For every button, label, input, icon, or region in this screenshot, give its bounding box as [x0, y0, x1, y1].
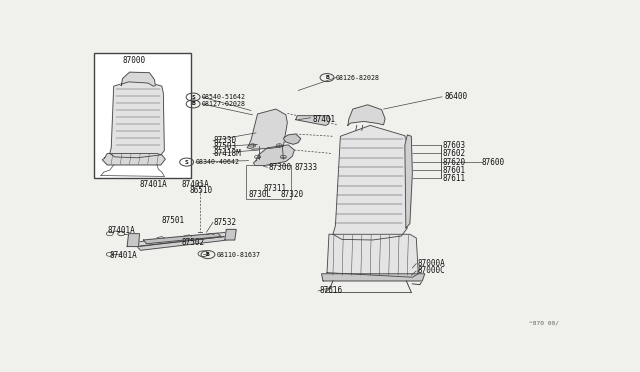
Text: 87401A: 87401A: [108, 226, 135, 235]
Text: 08340-40642: 08340-40642: [196, 159, 239, 165]
Bar: [246, 165, 291, 199]
Polygon shape: [253, 145, 294, 166]
Text: 87000: 87000: [122, 56, 145, 65]
Text: S: S: [191, 94, 195, 100]
Polygon shape: [321, 274, 425, 281]
Polygon shape: [137, 237, 228, 250]
Polygon shape: [333, 125, 408, 240]
Text: 87601: 87601: [442, 166, 465, 174]
Text: B: B: [325, 75, 329, 80]
Text: ^870 00/: ^870 00/: [529, 321, 559, 326]
Polygon shape: [121, 72, 156, 86]
Text: 87418M: 87418M: [214, 149, 242, 158]
Bar: [94, 53, 191, 178]
Text: B: B: [191, 102, 195, 106]
Polygon shape: [247, 109, 287, 149]
Text: 87603: 87603: [442, 141, 465, 150]
Text: 87300: 87300: [269, 163, 292, 172]
Text: 87501: 87501: [162, 216, 185, 225]
Text: 87401A: 87401A: [110, 251, 138, 260]
Text: 87503: 87503: [214, 142, 237, 151]
Polygon shape: [327, 234, 419, 277]
Text: 87600: 87600: [482, 158, 505, 167]
Text: 87401A: 87401A: [140, 180, 167, 189]
Polygon shape: [127, 234, 140, 247]
Text: 87611: 87611: [442, 174, 465, 183]
Polygon shape: [225, 230, 236, 240]
Text: 08127-02028: 08127-02028: [202, 101, 246, 107]
Text: S: S: [185, 160, 189, 164]
Text: 87502: 87502: [182, 238, 205, 247]
Text: 87000C: 87000C: [417, 266, 445, 275]
Polygon shape: [405, 135, 412, 228]
Text: 87532: 87532: [214, 218, 237, 227]
Text: 86400: 86400: [445, 92, 468, 101]
Text: 08126-82028: 08126-82028: [336, 74, 380, 81]
Polygon shape: [296, 116, 330, 125]
Text: 87602: 87602: [442, 149, 465, 158]
Polygon shape: [102, 154, 165, 165]
Text: 87311: 87311: [264, 184, 287, 193]
Text: 87401A: 87401A: [182, 180, 209, 189]
Polygon shape: [143, 233, 221, 244]
Text: 87000A: 87000A: [417, 259, 445, 268]
Text: 08110-81637: 08110-81637: [217, 251, 261, 257]
Polygon shape: [348, 105, 385, 125]
Text: 87620: 87620: [442, 158, 465, 167]
Text: B: B: [206, 252, 210, 257]
Polygon shape: [284, 134, 301, 144]
Text: 87616: 87616: [319, 286, 342, 295]
Polygon shape: [110, 79, 164, 158]
Polygon shape: [134, 232, 230, 247]
Text: 87401: 87401: [312, 115, 335, 124]
Text: 86510: 86510: [189, 186, 212, 195]
Text: 87333: 87333: [295, 163, 318, 172]
Text: 08540-51642: 08540-51642: [202, 94, 246, 100]
Text: 8730L: 8730L: [249, 190, 272, 199]
Text: 87320: 87320: [281, 190, 304, 199]
Text: 87330: 87330: [214, 136, 237, 145]
